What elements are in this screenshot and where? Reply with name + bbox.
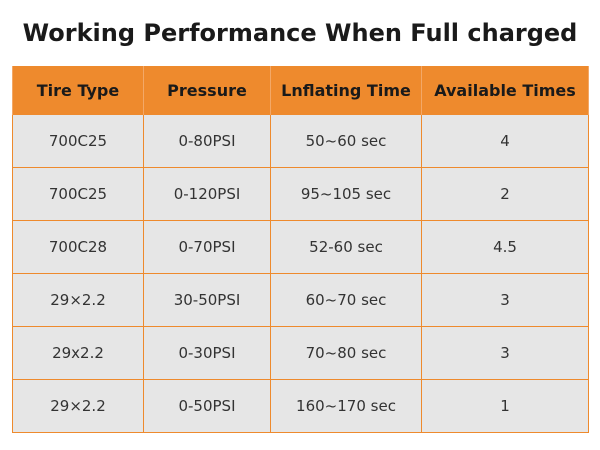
page-title: Working Performance When Full charged [22,19,578,47]
cell-pressure: 0-120PSI [143,167,271,221]
cell-pressure: 0-50PSI [143,379,271,433]
cell-pressure: 0-30PSI [143,326,271,380]
table-row: 29×2.2 30-50PSI 60~70 sec 3 [12,273,589,327]
cell-pressure: 0-80PSI [143,114,271,168]
table-row: 700C25 0-120PSI 95~105 sec 2 [12,167,589,221]
header-tire-type: Tire Type [12,66,144,115]
cell-tire-type: 29×2.2 [12,273,144,327]
cell-available-times: 4 [421,114,589,168]
cell-available-times: 4.5 [421,220,589,274]
cell-inflating-time: 70~80 sec [270,326,422,380]
table-header: Tire Type Pressure Lnflating Time Availa… [12,66,589,115]
cell-tire-type: 29×2.2 [12,379,144,433]
table-row: 700C28 0-70PSI 52-60 sec 4.5 [12,220,589,274]
header-pressure: Pressure [143,66,271,115]
cell-available-times: 3 [421,273,589,327]
cell-tire-type: 700C28 [12,220,144,274]
cell-pressure: 30-50PSI [143,273,271,327]
cell-available-times: 3 [421,326,589,380]
table-row: 29×2.2 0-50PSI 160~170 sec 1 [12,379,589,433]
table-row: 700C25 0-80PSI 50~60 sec 4 [12,114,589,168]
performance-table: Tire Type Pressure Lnflating Time Availa… [12,66,589,433]
cell-inflating-time: 60~70 sec [270,273,422,327]
cell-tire-type: 700C25 [12,167,144,221]
cell-tire-type: 700C25 [12,114,144,168]
header-inflating-time: Lnflating Time [270,66,422,115]
cell-pressure: 0-70PSI [143,220,271,274]
cell-inflating-time: 95~105 sec [270,167,422,221]
cell-tire-type: 29x2.2 [12,326,144,380]
header-row: Tire Type Pressure Lnflating Time Availa… [12,66,589,115]
cell-inflating-time: 50~60 sec [270,114,422,168]
header-available-times: Available Times [421,66,589,115]
cell-inflating-time: 52-60 sec [270,220,422,274]
cell-available-times: 1 [421,379,589,433]
cell-inflating-time: 160~170 sec [270,379,422,433]
table-row: 29x2.2 0-30PSI 70~80 sec 3 [12,326,589,380]
cell-available-times: 2 [421,167,589,221]
table-body: 700C25 0-80PSI 50~60 sec 4 700C25 0-120P… [12,114,589,433]
